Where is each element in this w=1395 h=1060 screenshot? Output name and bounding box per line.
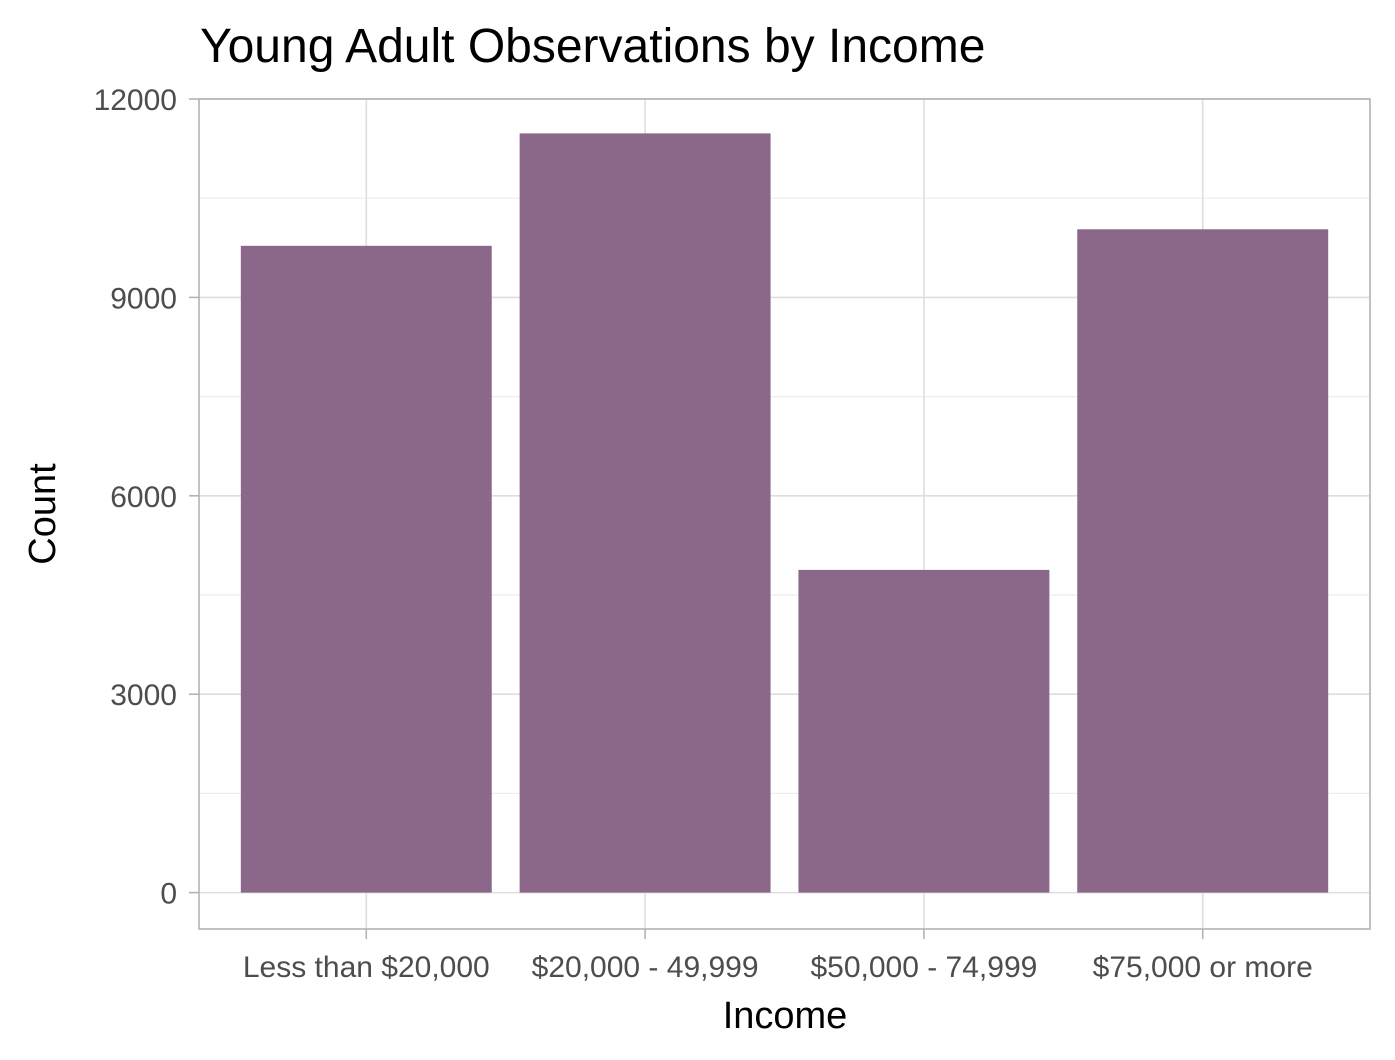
plot-panel [198, 98, 1371, 930]
y-tick-label: 12000 [94, 84, 177, 117]
x-tick-label: $50,000 - 74,999 [810, 951, 1037, 984]
x-axis-title: Income [723, 995, 848, 1037]
bar [240, 245, 492, 893]
x-tick-label: Less than $20,000 [243, 951, 490, 984]
y-tick-label: 6000 [110, 481, 177, 514]
y-tick-label: 3000 [110, 679, 177, 712]
y-axis: 0 3000 6000 9000 12000 [94, 84, 199, 911]
bar [1077, 229, 1329, 893]
chart-title: Young Adult Observations by Income [200, 20, 985, 73]
x-tick-label: $75,000 or more [1093, 951, 1313, 984]
y-tick-label: 9000 [110, 282, 177, 315]
y-tick-label: 0 [160, 878, 177, 911]
bar [798, 569, 1050, 893]
bars [240, 133, 1329, 893]
bar [519, 133, 771, 893]
x-axis: Less than $20,000 $20,000 - 49,999 $50,000… [243, 929, 1313, 984]
y-axis-title: Count [22, 463, 64, 565]
x-tick-label: $20,000 - 49,999 [532, 951, 759, 984]
